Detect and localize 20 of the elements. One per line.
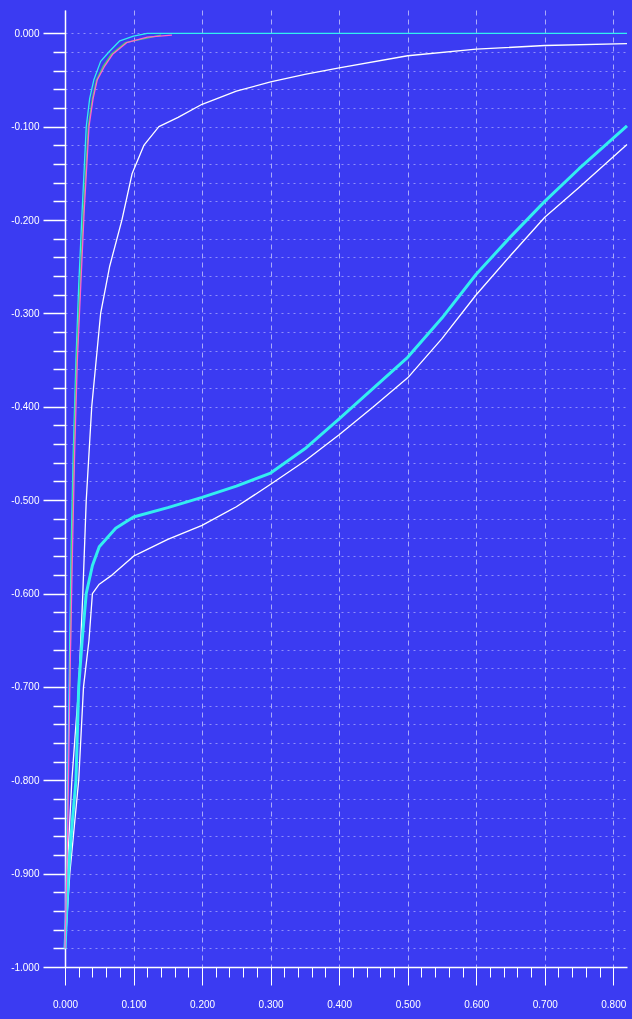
x-tick-label: 0.600 xyxy=(464,998,490,1010)
y-tick-label: -0.900 xyxy=(11,868,40,880)
y-tick-label: -0.600 xyxy=(11,588,40,600)
x-tick-label: 0.700 xyxy=(532,998,559,1010)
y-tick-label: -0.800 xyxy=(11,774,40,786)
x-tick-label: 0.800 xyxy=(601,998,627,1010)
y-tick-label: -0.400 xyxy=(11,401,40,413)
y-tick-label: 0.000 xyxy=(14,27,40,39)
y-tick-label: -0.500 xyxy=(11,494,40,506)
x-tick-label: 0.500 xyxy=(395,998,422,1010)
y-tick-label: -0.700 xyxy=(11,681,40,693)
x-tick-label: 0.200 xyxy=(190,998,216,1010)
y-tick-label: -1.000 xyxy=(11,961,40,973)
x-tick-label: 0.100 xyxy=(121,998,147,1010)
y-tick-label: -0.300 xyxy=(11,307,40,319)
x-tick-label: 0.000 xyxy=(52,998,79,1010)
y-tick-label: -0.200 xyxy=(11,214,40,226)
x-tick-label: 0.300 xyxy=(258,998,285,1010)
y-tick-label: -0.100 xyxy=(11,121,40,133)
x-tick-label: 0.400 xyxy=(327,998,353,1010)
